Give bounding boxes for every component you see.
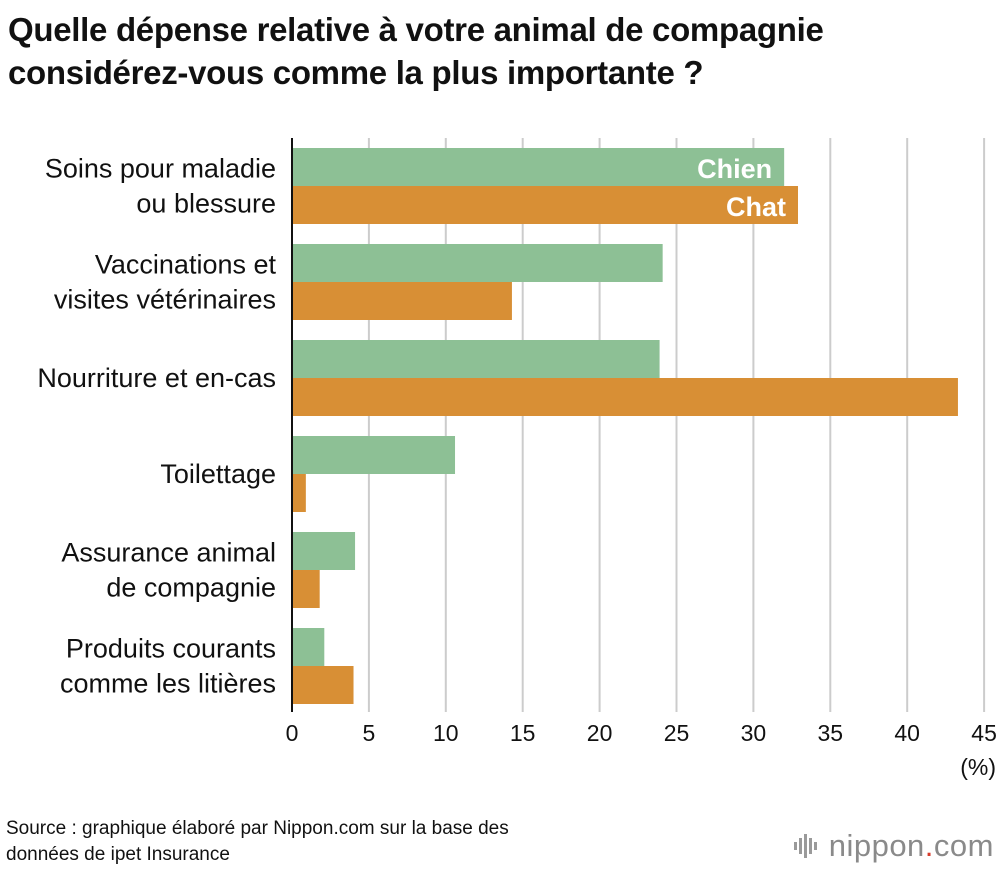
x-tick-label-6: 30 — [741, 720, 767, 746]
category-label-0-line-1: ou blessure — [136, 189, 276, 219]
x-tick-label-5: 25 — [664, 720, 690, 746]
x-tick-label-2: 10 — [433, 720, 459, 746]
logo-name: nippon — [828, 828, 925, 863]
bar-chien-2 — [292, 340, 660, 378]
source-line-1: Source : graphique élaboré par Nippon.co… — [6, 818, 509, 839]
bar-chien-0 — [292, 148, 785, 186]
bar-chat-2 — [292, 378, 958, 416]
source-note: Source : graphique élaboré par Nippon.co… — [6, 816, 509, 868]
nippon-logo-text: nippon.com — [829, 828, 994, 864]
nippon-logo-icon — [793, 834, 817, 858]
x-tick-label-3: 15 — [510, 720, 536, 746]
chart-title: Quelle dépense relative à votre animal d… — [8, 8, 998, 94]
bar-chat-3 — [292, 474, 306, 512]
chart-title-line-2: considérez-vous comme la plus importante… — [8, 54, 704, 91]
x-tick-label-0: 0 — [286, 720, 299, 746]
logo-dot: . — [924, 828, 934, 863]
chart-title-line-1: Quelle dépense relative à votre animal d… — [8, 11, 824, 48]
category-label-4-line-0: Assurance animal — [61, 538, 276, 568]
x-tick-label-7: 35 — [818, 720, 844, 746]
legend-label-chien: Chien — [697, 154, 772, 184]
x-axis-unit-label: (%) — [960, 754, 996, 780]
bar-chat-5 — [292, 666, 354, 704]
nippon-logo: nippon.com — [793, 826, 994, 866]
bar-chart: Soins pour maladie ou blessure Vaccination… — [37, 138, 997, 780]
category-label-2-line-0: Nourriture et en-cas — [37, 363, 276, 393]
x-tick-label-4: 20 — [587, 720, 613, 746]
x-tick-label-9: 45 — [971, 720, 997, 746]
legend-label-chat: Chat — [726, 192, 786, 222]
bar-chat-4 — [292, 570, 320, 608]
logo-tld: com — [933, 828, 994, 863]
category-label-3-line-0: Toilettage — [160, 459, 276, 489]
category-label-4-line-1: de compagnie — [106, 573, 276, 603]
category-label-1-line-0: Vaccinations et — [95, 250, 277, 280]
category-label-0-line-0: Soins pour maladie — [45, 154, 276, 184]
bar-chien-4 — [292, 532, 356, 570]
x-tick-label-1: 5 — [363, 720, 376, 746]
bar-chat-0 — [292, 186, 799, 224]
source-line-2: données de ipet Insurance — [6, 844, 230, 865]
category-label-5-line-0: Produits courants — [66, 634, 276, 664]
bar-chat-1 — [292, 282, 512, 320]
bar-chien-5 — [292, 628, 325, 666]
category-label-5-line-1: comme les litières — [60, 669, 276, 699]
x-tick-label-8: 40 — [894, 720, 920, 746]
bar-chien-1 — [292, 244, 663, 282]
bar-chien-3 — [292, 436, 456, 474]
category-label-1-line-1: visites vétérinaires — [54, 285, 276, 315]
